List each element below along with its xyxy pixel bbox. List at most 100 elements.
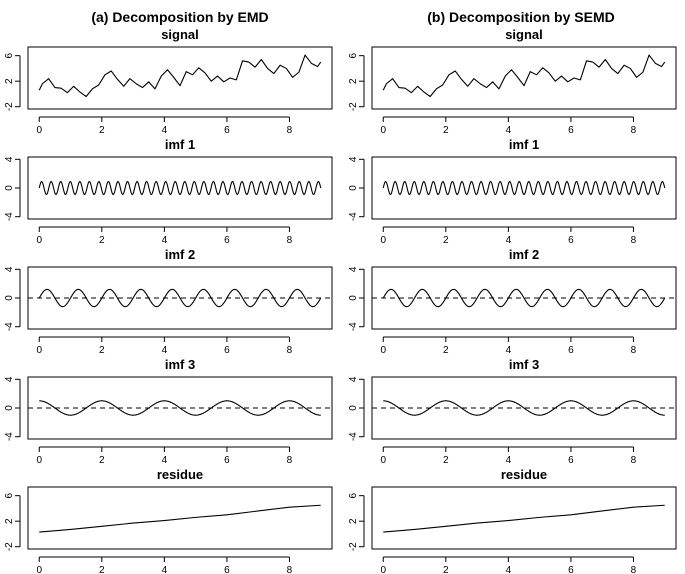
series-line <box>38 54 322 98</box>
panel-title: imf 1 <box>509 137 539 152</box>
x-tick-label: 4 <box>506 455 512 466</box>
y-tick-label: -4 <box>4 432 15 441</box>
y-axis: -2 2 6 <box>4 52 21 111</box>
x-tick-label: 6 <box>568 235 574 246</box>
x-tick-label: 6 <box>568 565 574 574</box>
x-tick-label: 8 <box>287 235 293 246</box>
x-tick-label: 4 <box>162 565 168 574</box>
x-tick-label: 0 <box>380 565 386 574</box>
y-tick-label: -4 <box>4 212 15 221</box>
y-tick-label: 6 <box>4 52 15 58</box>
column-title-emd: (a) Decomposition by EMD <box>91 9 268 25</box>
panel-emd-residue: residue 0 2 4 6 8 -2 2 6 <box>4 467 333 574</box>
y-tick-label: -2 <box>348 542 359 551</box>
x-tick-label: 2 <box>443 345 449 356</box>
x-tick-label: 8 <box>631 125 637 136</box>
series-line <box>383 400 665 416</box>
x-axis: 0 2 4 6 8 <box>36 336 293 356</box>
x-tick-label: 6 <box>224 455 230 466</box>
y-tick-label: 6 <box>348 52 359 58</box>
x-axis: 0 2 4 6 8 <box>36 116 293 136</box>
series-line <box>383 504 665 533</box>
x-tick-label: 4 <box>506 235 512 246</box>
y-axis: -4 0 4 <box>348 266 365 331</box>
y-axis: -2 2 6 <box>4 492 21 551</box>
x-tick-label: 4 <box>162 455 168 466</box>
y-tick-label: -2 <box>4 542 15 551</box>
y-tick-label: -4 <box>348 322 359 331</box>
x-tick-label: 2 <box>99 455 105 466</box>
panel-emd-imf-2: imf 2 0 2 4 6 8 -4 0 4 <box>4 247 333 356</box>
x-axis: 0 2 4 6 8 <box>36 556 293 574</box>
panel-title: residue <box>501 467 547 482</box>
y-tick-label: -4 <box>4 322 15 331</box>
plot-frame <box>27 156 333 220</box>
x-tick-label: 2 <box>443 565 449 574</box>
panel-semd-imf-1: imf 1 0 2 4 6 8 -4 0 4 <box>348 137 677 246</box>
x-tick-label: 8 <box>287 565 293 574</box>
x-tick-label: 0 <box>36 345 42 356</box>
x-tick-label: 6 <box>224 345 230 356</box>
series-line <box>382 288 666 308</box>
x-axis: 0 2 4 6 8 <box>380 446 637 466</box>
y-tick-label: -4 <box>348 432 359 441</box>
x-tick-label: 2 <box>99 565 105 574</box>
y-tick-label: 4 <box>348 266 359 272</box>
y-tick-label: 6 <box>348 492 359 498</box>
x-tick-label: 0 <box>36 235 42 246</box>
x-tick-label: 4 <box>162 345 168 356</box>
x-tick-label: 6 <box>568 125 574 136</box>
plot-frame <box>371 46 677 110</box>
y-tick-label: 4 <box>4 266 15 272</box>
x-tick-label: 0 <box>36 565 42 574</box>
x-tick-label: 4 <box>162 235 168 246</box>
x-tick-label: 0 <box>36 125 42 136</box>
y-tick-label: -4 <box>348 212 359 221</box>
panel-title: imf 2 <box>165 247 195 262</box>
y-tick-label: 2 <box>4 518 15 524</box>
y-tick-label: 2 <box>348 78 359 84</box>
x-tick-label: 6 <box>224 565 230 574</box>
y-axis: -4 0 4 <box>4 156 21 221</box>
panel-title: imf 1 <box>165 137 195 152</box>
x-tick-label: 4 <box>506 565 512 574</box>
y-tick-label: 0 <box>4 295 15 301</box>
panel-emd-imf-3: imf 3 0 2 4 6 8 -4 0 4 <box>4 357 333 466</box>
series-line <box>39 504 321 533</box>
y-tick-label: 0 <box>4 185 15 191</box>
y-tick-label: 6 <box>4 492 15 498</box>
x-tick-label: 8 <box>287 345 293 356</box>
plot-frame <box>371 486 677 550</box>
x-tick-label: 6 <box>568 455 574 466</box>
x-tick-label: 2 <box>443 235 449 246</box>
x-tick-label: 6 <box>224 125 230 136</box>
x-tick-label: 8 <box>631 455 637 466</box>
x-tick-label: 0 <box>36 455 42 466</box>
x-tick-label: 8 <box>287 125 293 136</box>
panel-title: signal <box>161 27 199 42</box>
y-tick-label: 2 <box>348 518 359 524</box>
x-tick-label: 8 <box>287 455 293 466</box>
panel-title: imf 3 <box>509 357 539 372</box>
y-axis: -4 0 4 <box>4 376 21 441</box>
x-axis: 0 2 4 6 8 <box>380 226 637 246</box>
y-axis: -2 2 6 <box>348 492 365 551</box>
x-tick-label: 4 <box>162 125 168 136</box>
x-tick-label: 0 <box>380 345 386 356</box>
x-tick-label: 2 <box>443 455 449 466</box>
panel-title: residue <box>157 467 203 482</box>
x-tick-label: 0 <box>380 235 386 246</box>
y-axis: -4 0 4 <box>348 156 365 221</box>
x-tick-label: 4 <box>506 125 512 136</box>
panel-title: signal <box>505 27 543 42</box>
x-axis: 0 2 4 6 8 <box>36 446 293 466</box>
y-tick-label: 0 <box>348 185 359 191</box>
x-tick-label: 6 <box>568 345 574 356</box>
x-axis: 0 2 4 6 8 <box>36 226 293 246</box>
panel-semd-imf-2: imf 2 0 2 4 6 8 -4 0 4 <box>348 247 677 356</box>
y-tick-label: 2 <box>4 78 15 84</box>
plot-frame <box>27 46 333 110</box>
panel-emd-imf-1: imf 1 0 2 4 6 8 -4 0 4 <box>4 137 333 246</box>
y-tick-label: -2 <box>348 102 359 111</box>
